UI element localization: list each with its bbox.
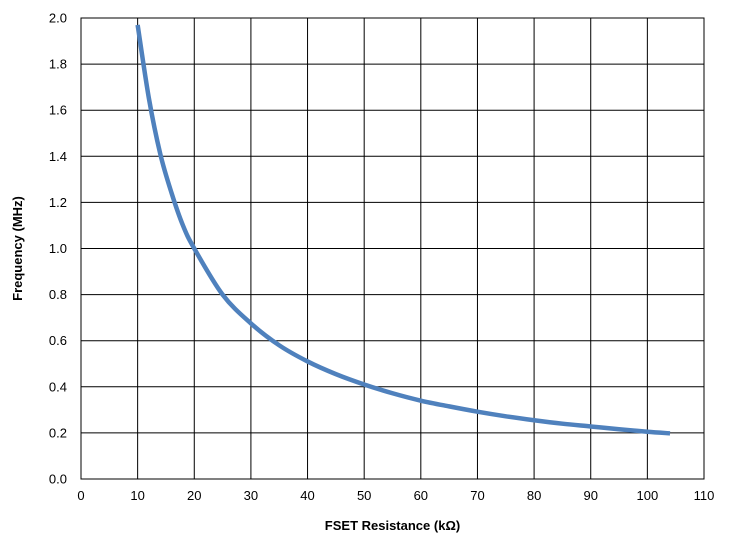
- y-tick-label: 1.4: [49, 149, 67, 164]
- series-line: [135, 24, 671, 436]
- y-tick-label: 1.2: [49, 195, 67, 210]
- y-tick-label: 0.0: [49, 472, 67, 487]
- plot-area-frame: [80, 17, 705, 480]
- x-tick-label: 80: [527, 488, 541, 503]
- x-tick-label: 30: [244, 488, 258, 503]
- y-axis-title: Frequency (MHz): [10, 196, 25, 301]
- grid-lines: [80, 17, 705, 480]
- x-tick-label: 50: [357, 488, 371, 503]
- series-layer: [135, 24, 671, 436]
- y-tick-label: 0.8: [49, 287, 67, 302]
- x-tick-label: 0: [77, 488, 84, 503]
- x-tick-label: 90: [583, 488, 597, 503]
- x-tick-label: 40: [300, 488, 314, 503]
- x-tick-label: 70: [470, 488, 484, 503]
- x-axis-tick-labels: 0 10 20 30 40 50 60 70 80 90 100 110: [77, 488, 714, 503]
- y-tick-label: 0.4: [49, 379, 67, 394]
- y-tick-label: 1.8: [49, 57, 67, 72]
- y-tick-label: 0.2: [49, 425, 67, 440]
- y-tick-label: 1.6: [49, 103, 67, 118]
- x-tick-label: 20: [187, 488, 201, 503]
- x-tick-label: 100: [637, 488, 659, 503]
- y-tick-label: 0.6: [49, 333, 67, 348]
- y-tick-label: 2.0: [49, 11, 67, 26]
- x-tick-label: 10: [130, 488, 144, 503]
- x-tick-label: 110: [694, 488, 715, 503]
- y-tick-label: 1.0: [49, 241, 67, 256]
- x-axis-title: FSET Resistance (kΩ): [325, 518, 460, 533]
- y-axis-tick-labels: 0.0 0.2 0.4 0.6 0.8 1.0 1.2 1.4 1.6 1.8 2.0: [49, 11, 67, 487]
- x-tick-label: 60: [414, 488, 428, 503]
